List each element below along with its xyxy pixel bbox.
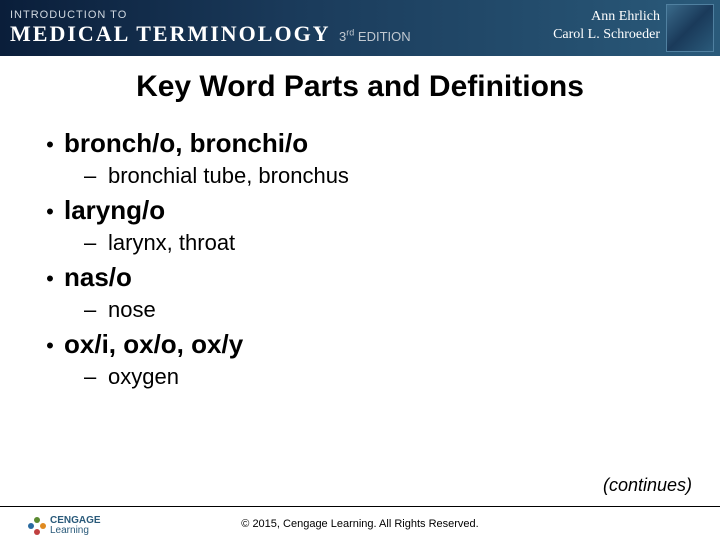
dash-icon: –: [84, 297, 108, 323]
header-title-group: INTRODUCTION TO MEDICAL TERMINOLOGY 3rd …: [10, 9, 411, 47]
definition-row: – nose: [36, 297, 684, 323]
definition-row: – bronchial tube, bronchus: [36, 163, 684, 189]
dash-icon: –: [84, 230, 108, 256]
publisher-logo: CENGAGE Learning: [28, 516, 101, 536]
definition-label: larynx, throat: [108, 230, 235, 256]
term-label: laryng/o: [64, 195, 165, 226]
bullet-icon: •: [36, 199, 64, 225]
header-edition: 3rd EDITION: [339, 29, 411, 44]
definition-label: oxygen: [108, 364, 179, 390]
header-authors: Ann Ehrlich Carol L. Schroeder: [553, 8, 660, 44]
logo-text: CENGAGE Learning: [50, 516, 101, 536]
header-thumbnail-image: [666, 4, 714, 52]
term-label: bronch/o, bronchi/o: [64, 128, 308, 159]
copyright-text: © 2015, Cengage Learning. All Rights Res…: [241, 518, 478, 530]
term-label: ox/i, ox/o, ox/y: [64, 329, 243, 360]
slide-title: Key Word Parts and Definitions: [0, 70, 720, 104]
content-area: • bronch/o, bronchi/o – bronchial tube, …: [0, 104, 720, 390]
continues-label: (continues): [603, 475, 692, 496]
list-item: • nas/o: [36, 262, 684, 293]
dash-icon: –: [84, 163, 108, 189]
definition-row: – oxygen: [36, 364, 684, 390]
header-main-title: MEDICAL TERMINOLOGY: [10, 21, 331, 46]
definition-label: bronchial tube, bronchus: [108, 163, 349, 189]
term-label: nas/o: [64, 262, 132, 293]
dash-icon: –: [84, 364, 108, 390]
bullet-icon: •: [36, 132, 64, 158]
definition-row: – larynx, throat: [36, 230, 684, 256]
list-item: • ox/i, ox/o, ox/y: [36, 329, 684, 360]
list-item: • bronch/o, bronchi/o: [36, 128, 684, 159]
header-banner: INTRODUCTION TO MEDICAL TERMINOLOGY 3rd …: [0, 0, 720, 56]
footer-bar: CENGAGE Learning © 2015, Cengage Learnin…: [0, 506, 720, 540]
bullet-icon: •: [36, 266, 64, 292]
definition-label: nose: [108, 297, 156, 323]
list-item: • laryng/o: [36, 195, 684, 226]
bullet-icon: •: [36, 333, 64, 359]
author-1: Ann Ehrlich: [553, 8, 660, 26]
logo-mark-icon: [28, 517, 46, 535]
header-intro: INTRODUCTION TO: [10, 9, 411, 21]
author-2: Carol L. Schroeder: [553, 26, 660, 44]
